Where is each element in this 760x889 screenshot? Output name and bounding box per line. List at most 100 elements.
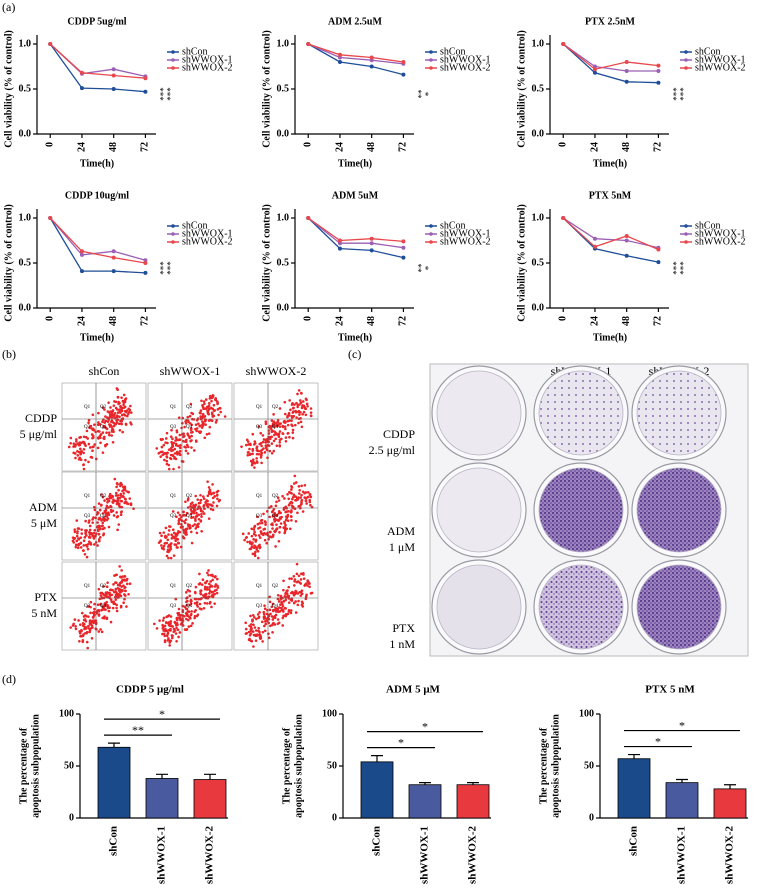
legend-marker: [429, 232, 433, 236]
cell-dot: [258, 526, 262, 529]
cell-dot: [169, 622, 172, 625]
y-tick-label: 100: [579, 708, 594, 719]
x-tick-label: 24: [76, 142, 87, 152]
cell-dot: [165, 462, 169, 466]
y-axis-label: Cell viability (% of control): [3, 30, 14, 148]
x-tick-label: 72: [398, 316, 409, 326]
cell-dot: [77, 537, 81, 541]
cell-dot: [273, 530, 277, 534]
cell-dot: [87, 536, 91, 539]
cell-dot: [248, 540, 252, 543]
cell-dot: [206, 494, 210, 498]
cell-dot: [196, 525, 200, 529]
cell-dot: [207, 486, 211, 489]
cell-dot: [176, 451, 180, 455]
series-point: [143, 76, 148, 81]
cell-dot: [69, 626, 72, 629]
cell-dot: [122, 403, 125, 407]
cell-dot: [193, 523, 197, 526]
cell-dot: [275, 421, 278, 425]
cell-dot: [83, 536, 87, 539]
cell-dot: [278, 440, 282, 444]
panel-label: (c): [348, 347, 361, 361]
cell-dot: [188, 523, 192, 527]
cell-dot: [250, 527, 254, 531]
cell-dot: [211, 504, 214, 508]
cell-dot: [291, 436, 295, 440]
cell-dot: [302, 573, 305, 576]
cell-dot: [185, 527, 189, 531]
cell-dot: [290, 423, 293, 427]
cell-dot: [116, 587, 120, 590]
cell-dot: [247, 630, 251, 634]
cell-dot: [161, 450, 164, 454]
cell-dot: [78, 630, 81, 633]
cell-dot: [206, 480, 209, 483]
quadrant-label: Q4: [186, 425, 193, 430]
x-tick-label: shCon: [371, 826, 383, 856]
x-tick-label: shWWOX-2: [724, 826, 736, 885]
cell-dot: [84, 619, 88, 623]
cell-dot: [259, 431, 263, 435]
series-point: [143, 89, 148, 94]
cell-dot: [199, 493, 202, 497]
cell-dot: [123, 586, 126, 590]
cell-dot: [111, 494, 114, 498]
series-point: [592, 70, 597, 75]
cell-dot: [99, 602, 103, 606]
cell-dot: [207, 573, 210, 577]
cell-dot: [211, 578, 214, 582]
cell-dot: [169, 447, 173, 450]
cell-dot: [271, 631, 274, 634]
series-point: [79, 70, 84, 75]
series-point: [337, 238, 342, 243]
cell-dot: [309, 407, 313, 410]
cell-dot: [273, 425, 276, 428]
cell-dot: [176, 538, 180, 541]
row-label: PTX: [392, 621, 415, 635]
cell-dot: [251, 614, 255, 617]
cell-dot: [114, 494, 118, 497]
cell-dot: [101, 517, 105, 521]
series-line: [49, 217, 146, 264]
cell-dot: [108, 494, 112, 497]
cell-dot: [76, 454, 80, 457]
x-tick-label: 48: [108, 316, 119, 326]
cell-dot: [271, 602, 275, 606]
cell-dot: [183, 521, 187, 525]
cell-dot: [165, 452, 169, 455]
cell-dot: [290, 515, 293, 519]
series-point: [337, 60, 342, 64]
cell-dot: [107, 513, 111, 516]
flow-plot: Q1 Q2 Q3 Q4: [147, 382, 233, 472]
legend-marker: [171, 232, 175, 236]
cell-dot: [181, 421, 184, 425]
cell-dot: [123, 398, 127, 402]
series-line: [562, 217, 659, 249]
cell-dot: [161, 623, 164, 627]
cell-dot: [85, 534, 88, 537]
cell-dot: [289, 609, 293, 612]
series-point: [656, 247, 661, 252]
bar: [665, 782, 699, 819]
legend-label: shWWOX-1: [695, 228, 746, 239]
cell-dot: [74, 627, 78, 631]
cell-dot: [281, 616, 285, 620]
cell-dot: [175, 546, 179, 549]
cell-dot: [116, 596, 120, 599]
cell-dot: [174, 597, 178, 601]
legend-marker: [171, 50, 175, 54]
cell-dot: [206, 409, 209, 413]
cell-dot: [175, 429, 179, 432]
cell-dot: [250, 623, 253, 626]
cell-dot: [266, 456, 269, 460]
y-tick-label: 0.0: [19, 128, 32, 139]
cell-dot: [78, 456, 82, 460]
x-tick-label: shWWOX-2: [467, 826, 479, 885]
cell-dot: [285, 510, 289, 513]
cell-dot: [255, 457, 258, 460]
cell-dot: [255, 449, 259, 452]
cell-dot: [298, 488, 301, 492]
cell-dot: [184, 518, 188, 521]
cell-dot: [274, 606, 278, 610]
